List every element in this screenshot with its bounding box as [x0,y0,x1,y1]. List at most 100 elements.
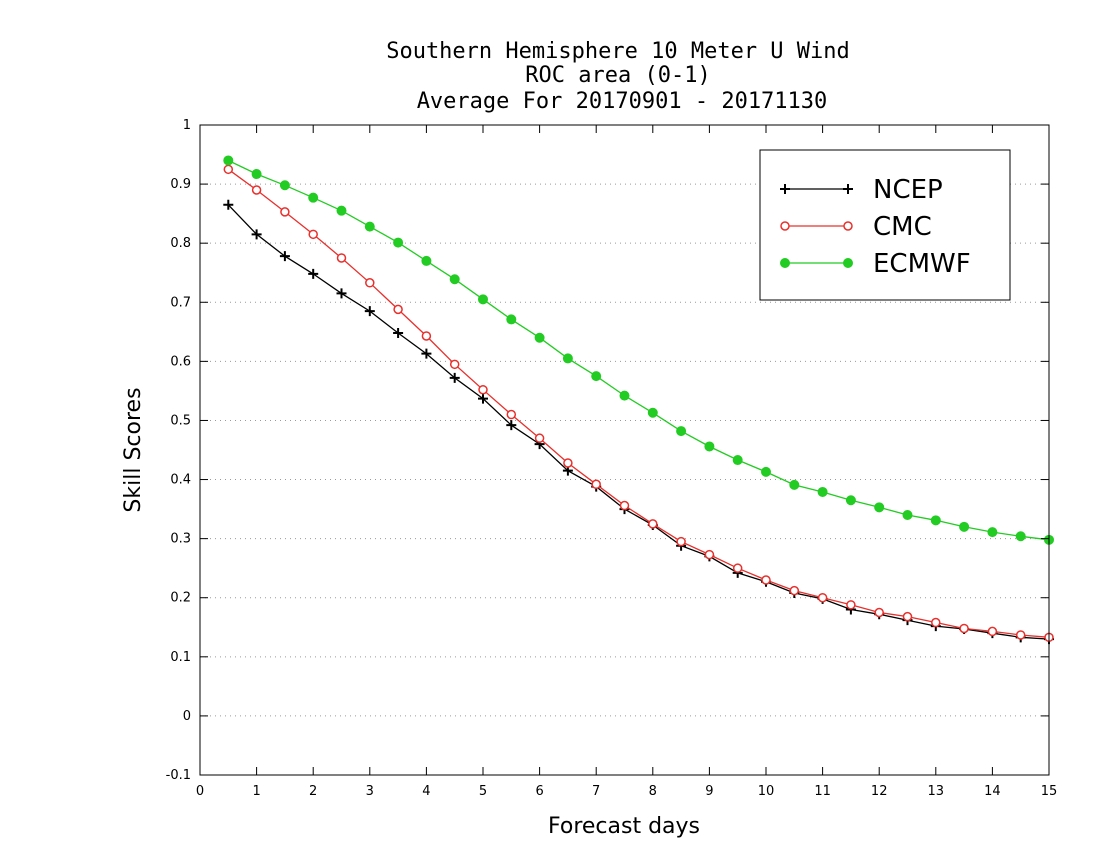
data-point-cmc [591,479,601,490]
y-axis-label: Skill Scores [121,387,146,512]
data-point-ecmwf [449,274,460,285]
data-point-cmc [563,458,573,468]
data-point-ecmwf [732,455,743,466]
x-axis-label: Forecast days [548,814,700,839]
data-point-cmc [449,359,460,370]
series-line-ncep [227,204,1050,640]
legend-marker-ncep [780,184,790,194]
data-point-cmc [761,575,771,585]
data-point-ecmwf [704,441,715,452]
data-point-cmc [506,409,517,420]
data-point-ecmwf [676,426,687,437]
data-point-cmc [336,253,347,263]
x-tick-label: 3 [366,784,374,799]
data-point-cmc [789,585,800,596]
data-point-ecmwf [364,221,375,232]
y-tick-label: 0.8 [170,236,191,251]
data-point-ecmwf [902,510,913,520]
data-point-cmc [534,433,545,443]
y-tick-label: 1 [183,118,191,133]
legend-item-cmc: CMC [780,212,932,242]
x-tick-label: 2 [309,784,317,799]
data-point-ecmwf [506,314,517,325]
series-cmc [223,164,1054,643]
data-point-cmc [393,304,403,315]
data-point-ncep [421,348,432,359]
data-point-cmc [902,611,913,622]
data-point-cmc [732,563,743,573]
x-tick-label: 11 [814,784,831,799]
data-point-ecmwf [478,294,488,305]
x-tick-label: 10 [758,784,775,799]
title-line-2: ROC area (0-1) [525,63,710,88]
x-tick-label: 7 [592,784,600,799]
legend-marker-cmc [780,221,790,231]
data-point-ecmwf [1015,531,1026,542]
data-point-ncep [364,306,375,317]
data-point-cmc [931,617,941,628]
data-point-cmc [676,536,686,547]
title-line-3: Average For 20170901 - 20171130 [417,89,828,114]
legend-box [759,149,1011,301]
data-point-ecmwf [223,155,234,166]
data-point-ecmwf [393,237,404,248]
y-tick-label: 0.3 [170,532,191,547]
data-point-ecmwf [562,353,573,364]
legend-item-ncep: NCEP [780,175,943,205]
y-tick-label: 0.2 [170,591,191,606]
data-point-ecmwf [987,527,998,538]
y-tick-label: 0.7 [170,295,191,310]
data-point-ecmwf [817,486,828,497]
y-tick-label: 0.9 [170,177,191,192]
data-point-cmc [874,607,884,618]
data-point-ncep [393,328,404,338]
plot-frame [199,124,1050,776]
x-tick-label: 6 [535,784,543,799]
data-point-cmc [280,207,290,217]
title-line-1: Southern Hemisphere 10 Meter U Wind [386,39,850,64]
legend-label-ncep: NCEP [873,175,943,205]
legend-label-cmc: CMC [873,212,932,242]
data-point-ecmwf [534,332,545,343]
data-point-ecmwf [251,169,262,180]
data-point-ncep [336,288,347,299]
data-point-ecmwf [647,407,658,418]
x-tick-label: 0 [196,784,204,799]
series-ecmwf [223,155,1054,545]
y-tick-label: 0.4 [170,473,191,488]
x-tick-label: 14 [984,784,1001,799]
axes: -0.100.10.20.30.40.50.60.70.80.910 1 2 3 4 5 6… [166,118,1058,799]
data-point-cmc [704,549,715,560]
data-point-ncep [478,393,488,404]
data-point-cmc [251,185,262,195]
data-point-cmc [846,600,856,610]
data-point-cmc [365,278,375,288]
legend-item-ecmwf: ECMWF [780,249,971,279]
y-tick-label: 0.1 [170,650,191,665]
data-point-cmc [1015,630,1026,640]
y-tick-label: 0 [183,709,191,724]
x-tick-label: 1 [252,784,260,799]
x-tick-label: 13 [928,784,945,799]
data-point-ecmwf [789,479,800,490]
data-point-ncep [251,229,262,240]
data-point-ecmwf [591,371,602,382]
x-tick-label: 8 [649,784,657,799]
legend-marker-ncep [843,184,853,194]
data-point-ecmwf [619,390,630,401]
x-tick-label: 4 [422,784,430,799]
data-point-ncep [223,199,234,210]
data-point-cmc [619,500,630,511]
x-tick-label: 9 [705,784,713,799]
data-point-ncep [308,268,319,279]
data-point-cmc [959,623,969,634]
series-layer [223,155,1054,645]
x-tick-label: 15 [1041,784,1058,799]
data-point-ecmwf [336,205,347,216]
data-point-ecmwf [930,515,941,526]
data-point-ncep [449,372,460,383]
legend-marker-ecmwf [843,258,853,268]
data-point-ncep [279,251,290,262]
data-point-cmc [421,331,432,341]
